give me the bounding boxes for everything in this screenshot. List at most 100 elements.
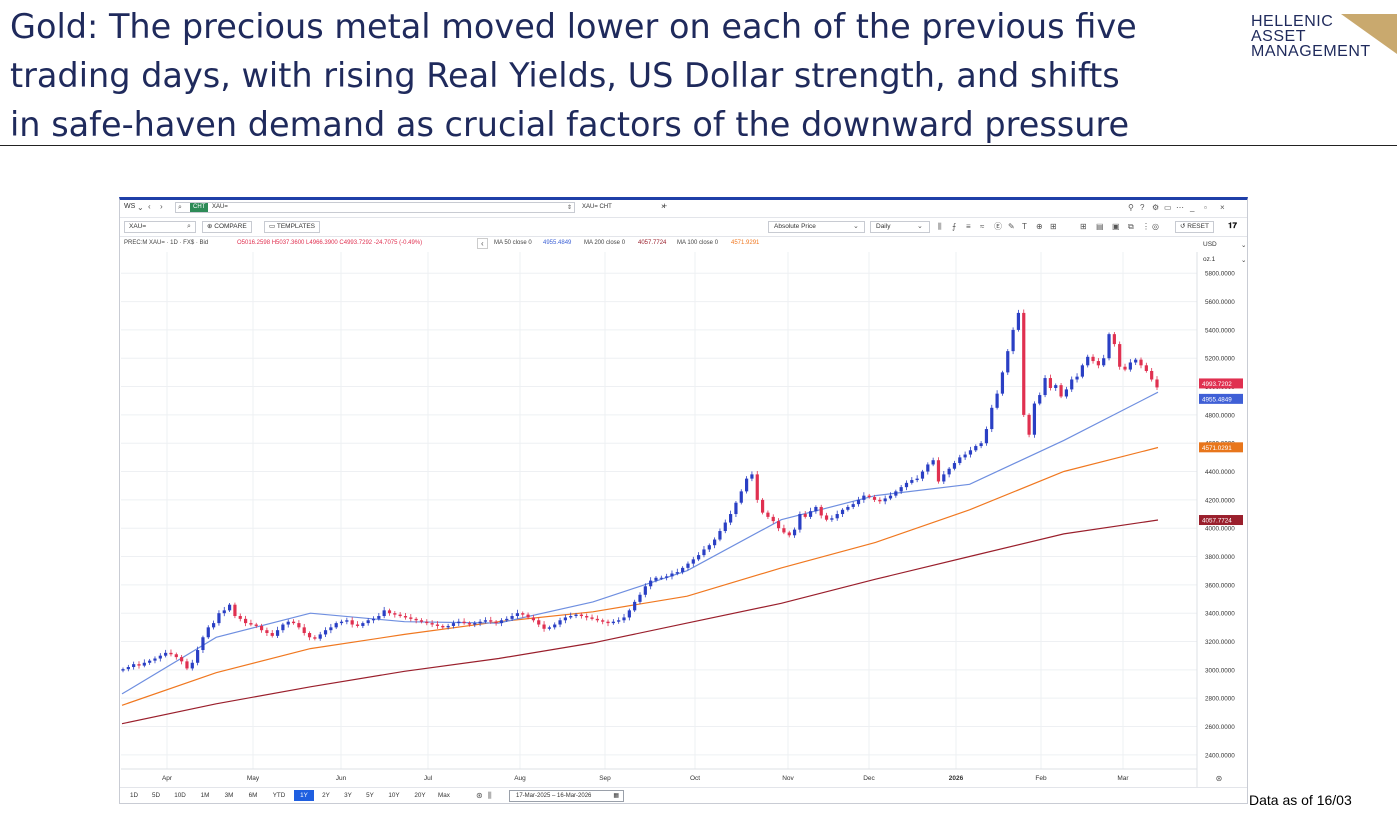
collapse-legend-icon[interactable]: ‹	[477, 238, 488, 249]
price-chart[interactable]: 2400.0000 2600.0000 2800.0000 3000.0000 3200…	[120, 252, 1246, 787]
expand-icon[interactable]: ⇕	[567, 205, 573, 211]
ma100-value-label-bg	[1199, 442, 1243, 453]
dots-icon[interactable]: ⋯	[1176, 203, 1184, 212]
draw-icon[interactable]: ✎	[1008, 222, 1015, 231]
tradingview-logo-icon: 𝟏𝟕	[1228, 221, 1237, 230]
compare-button[interactable]: ⊕ COMPARE	[202, 221, 252, 233]
minimize-icon[interactable]: _	[1190, 203, 1195, 212]
candle-body	[963, 454, 967, 458]
ma200-value-label-bg	[1199, 515, 1243, 526]
close-window-icon[interactable]: ×	[1220, 203, 1225, 212]
range-button-1m[interactable]: 1M	[200, 792, 210, 799]
restore-icon[interactable]: ▫	[1204, 203, 1207, 212]
candle-body	[702, 549, 706, 556]
link-icon[interactable]: ⚲	[1128, 203, 1134, 212]
back-icon[interactable]: ‹	[148, 202, 151, 211]
add-tab-icon[interactable]: +	[662, 201, 668, 211]
chevron-down-icon: ⌄	[1241, 242, 1247, 249]
candle-body	[286, 621, 290, 625]
unit-select[interactable]: oz.1 ⌄	[1203, 256, 1246, 264]
candle-body	[1022, 312, 1026, 415]
candle-body	[984, 429, 989, 444]
table-icon[interactable]: ⊞	[1080, 222, 1087, 231]
more-icon[interactable]: ⋮	[1142, 222, 1150, 231]
interval-select[interactable]: Daily ⌄	[870, 221, 930, 233]
text-tool-icon[interactable]: T	[1022, 222, 1027, 231]
range-button-5y[interactable]: 5Y	[366, 792, 374, 799]
add-icon: ⊕	[207, 223, 215, 230]
candle-body	[494, 621, 498, 624]
symbol-input[interactable]: XAU= ⌕	[124, 221, 196, 233]
range-button-1y[interactable]: 1Y	[294, 790, 314, 801]
templates-button[interactable]: ▭ TEMPLATES	[264, 221, 321, 233]
candle-body	[126, 667, 130, 670]
y-tick-label: 3800.0000	[1205, 554, 1235, 561]
candle-body	[760, 499, 765, 513]
range-button-1d[interactable]: 1D	[129, 792, 139, 799]
range-button-max[interactable]: Max	[438, 792, 450, 799]
candle-body	[1038, 395, 1042, 404]
wave-icon[interactable]: ≈	[980, 222, 985, 231]
date-range-input[interactable]: 17-Mar-2025 – 16-Mar-2026 ▦	[509, 790, 624, 802]
range-button-20y[interactable]: 20Y	[414, 792, 426, 799]
candle-body	[483, 620, 488, 622]
candle-body	[1027, 414, 1031, 435]
range-button-10y[interactable]: 10Y	[388, 792, 400, 799]
ma100-line	[121, 446, 1159, 706]
indicators-icon[interactable]: ⨍	[952, 222, 957, 231]
range-button-3y[interactable]: 3Y	[344, 792, 352, 799]
range-button-10d[interactable]: 10D	[174, 792, 186, 799]
candle-body	[569, 616, 573, 618]
candle-body	[910, 480, 914, 483]
layers-icon[interactable]: ⧉	[1128, 222, 1134, 231]
grid-tool-icon[interactable]: ⊞	[1050, 222, 1057, 231]
candle-body	[169, 652, 173, 655]
candle-body	[227, 604, 232, 611]
help-icon[interactable]: ?	[1140, 203, 1145, 212]
candle-body	[542, 624, 546, 629]
candle-body	[734, 502, 738, 515]
candle-body	[526, 614, 530, 618]
chevron-down-icon: ⌄	[853, 223, 859, 230]
workspace-label[interactable]: WS	[124, 203, 136, 210]
menu-icon[interactable]: ≡	[966, 222, 971, 231]
zoom-icon[interactable]: ⊕	[1036, 222, 1043, 231]
forward-icon[interactable]: ›	[160, 202, 163, 211]
candle-body	[259, 625, 264, 631]
candle-body	[1091, 356, 1095, 362]
calendar-settings-icon[interactable]: ⊛	[476, 791, 483, 800]
candle-body	[979, 443, 983, 447]
columns-icon[interactable]: ⫼	[488, 791, 492, 800]
candle-body	[121, 669, 125, 671]
range-button-ytd[interactable]: YTD	[272, 792, 286, 799]
close-tab-icon[interactable]: ×	[661, 202, 666, 211]
reset-button[interactable]: ↺ RESET	[1175, 221, 1214, 233]
picture-icon[interactable]: ▣	[1112, 222, 1120, 231]
candle-body	[446, 625, 450, 628]
currency-select[interactable]: USD ⌄	[1203, 241, 1246, 249]
y-tick-label: 2800.0000	[1205, 696, 1235, 703]
candle-body	[926, 464, 930, 472]
range-button-6m[interactable]: 6M	[248, 792, 258, 799]
price-mode-select[interactable]: Absolute Price ⌄	[768, 221, 865, 233]
range-button-2y[interactable]: 2Y	[322, 792, 330, 799]
settings-icon[interactable]: ⚙	[1152, 203, 1160, 212]
chevron-down-icon[interactable]: ⌄	[137, 203, 144, 212]
candle-body	[585, 616, 589, 618]
range-button-5d[interactable]: 5D	[151, 792, 161, 799]
x-tick-label: Jun	[336, 775, 347, 782]
range-button-3m[interactable]: 3M	[224, 792, 234, 799]
candle-body	[595, 618, 599, 621]
layout-icon[interactable]: ▭	[1164, 203, 1172, 212]
event-icon[interactable]: Ⓔ	[994, 222, 1002, 231]
chart-tab[interactable]: XAU= CHT	[582, 204, 612, 210]
ma100-value: 4571.9291	[731, 240, 760, 246]
target-icon[interactable]: ◎	[1152, 222, 1159, 231]
candle-body	[904, 482, 909, 488]
candles-icon[interactable]: ⫼	[938, 222, 942, 231]
command-search-bar[interactable]: ⌕ CHT XAU=	[175, 202, 575, 213]
headline-line-2: trading days, with rising Real Yields, U…	[10, 56, 1120, 95]
news-icon[interactable]: ▤	[1096, 222, 1104, 231]
candle-body	[766, 512, 770, 517]
y-tick-label: 5200.0000	[1205, 356, 1235, 363]
